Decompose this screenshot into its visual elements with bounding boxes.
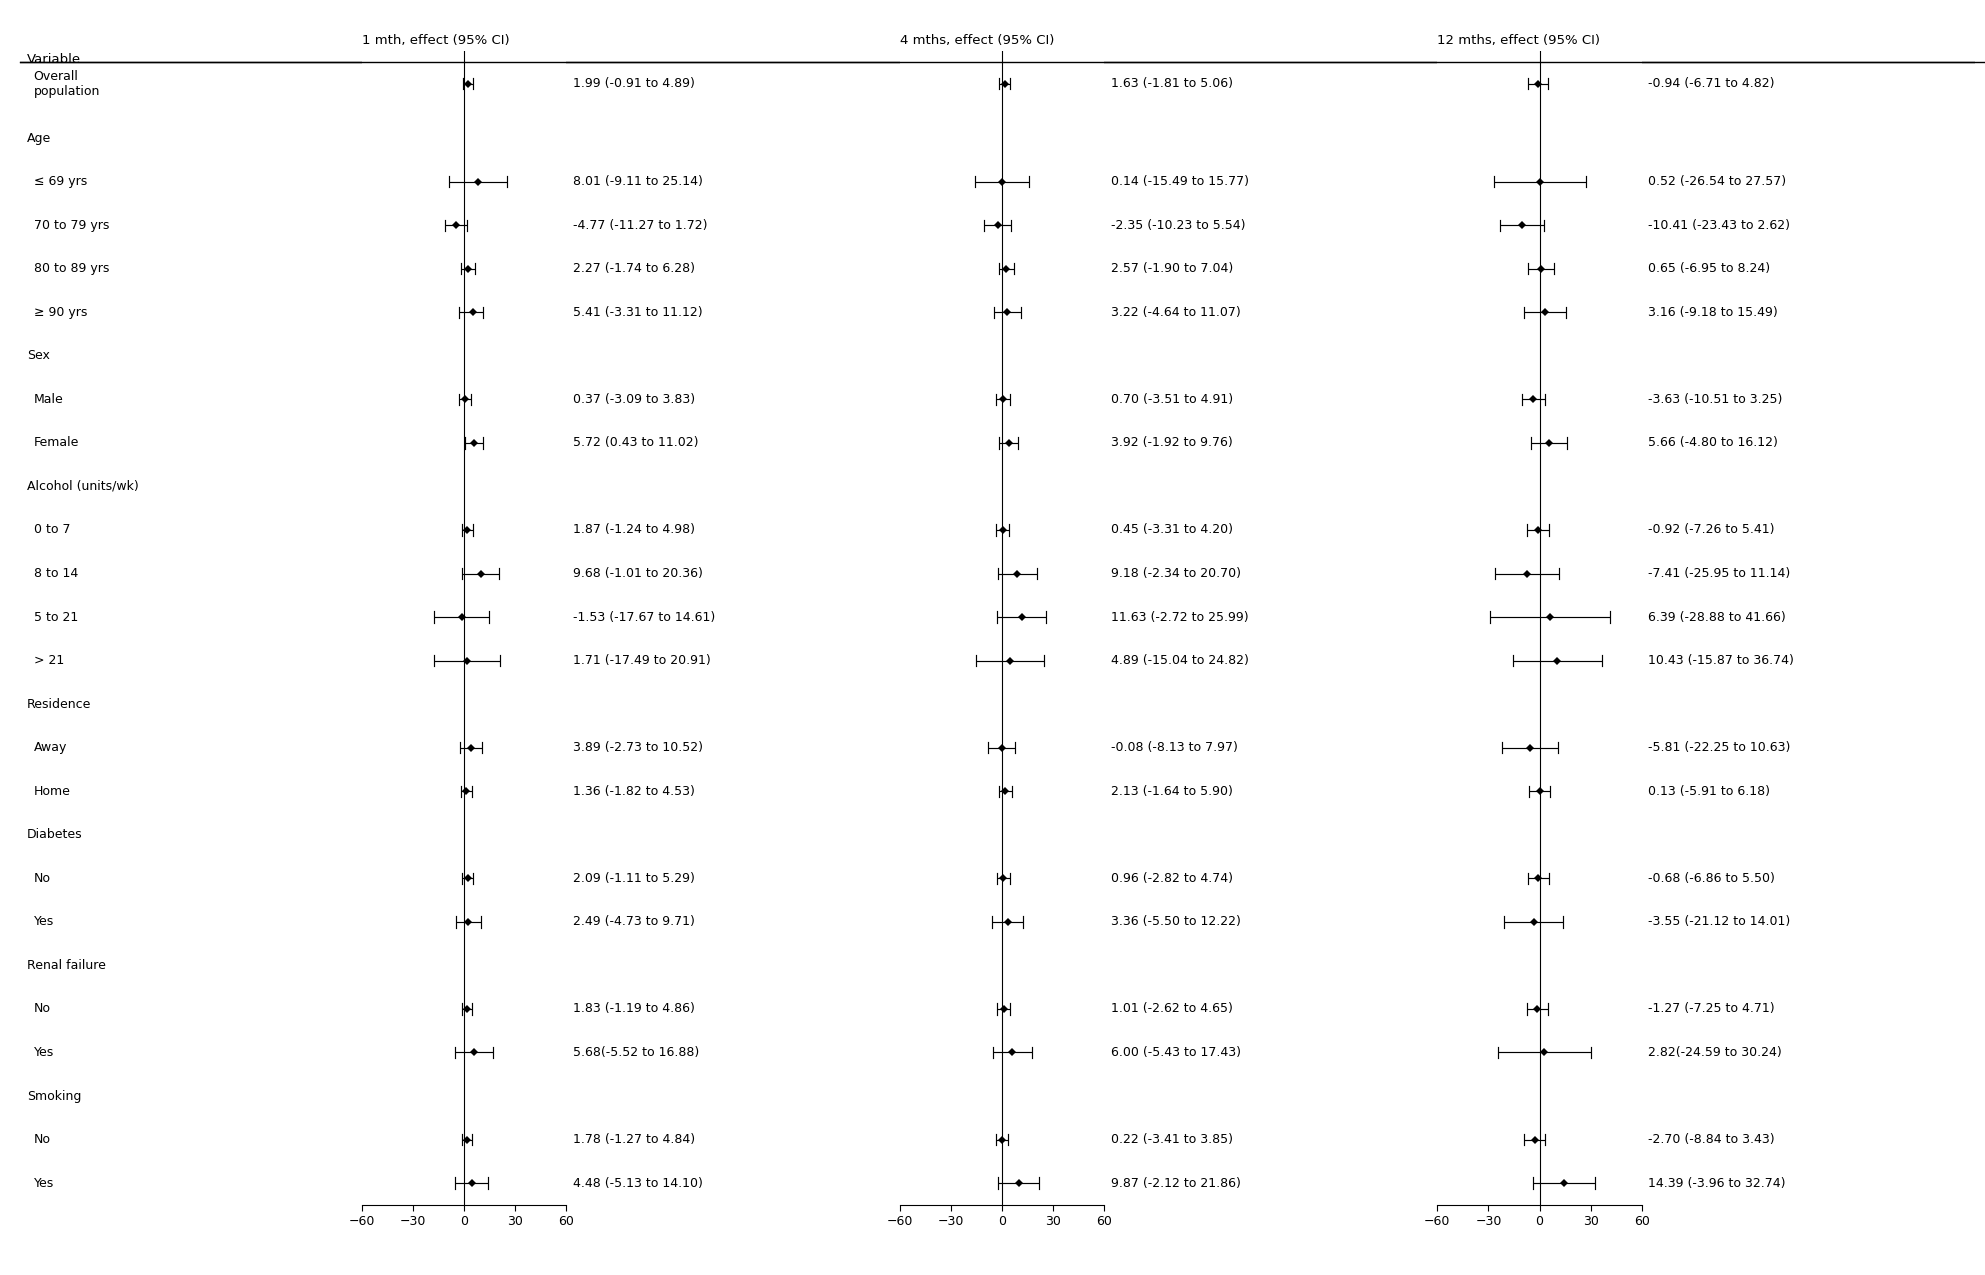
Text: 14.39 (-3.96 to 32.74): 14.39 (-3.96 to 32.74) <box>1648 1177 1786 1190</box>
Text: 9.68 (-1.01 to 20.36): 9.68 (-1.01 to 20.36) <box>574 567 703 580</box>
Text: 2.13 (-1.64 to 5.90): 2.13 (-1.64 to 5.90) <box>1112 784 1233 798</box>
Text: Yes: Yes <box>34 1177 54 1190</box>
Text: 0.52 (-26.54 to 27.57): 0.52 (-26.54 to 27.57) <box>1648 175 1786 189</box>
Text: 3.16 (-9.18 to 15.49): 3.16 (-9.18 to 15.49) <box>1648 306 1779 319</box>
Text: 12 mths, effect (95% CI): 12 mths, effect (95% CI) <box>1437 34 1600 47</box>
Text: -10.41 (-23.43 to 2.62): -10.41 (-23.43 to 2.62) <box>1648 219 1790 232</box>
Text: -3.55 (-21.12 to 14.01): -3.55 (-21.12 to 14.01) <box>1648 915 1790 928</box>
Text: 0.45 (-3.31 to 4.20): 0.45 (-3.31 to 4.20) <box>1112 524 1233 537</box>
Text: 0 to 7: 0 to 7 <box>34 524 69 537</box>
Text: 1.99 (-0.91 to 4.89): 1.99 (-0.91 to 4.89) <box>574 78 695 91</box>
Text: 1.01 (-2.62 to 4.65): 1.01 (-2.62 to 4.65) <box>1112 1002 1233 1015</box>
Text: 1.83 (-1.19 to 4.86): 1.83 (-1.19 to 4.86) <box>574 1002 695 1015</box>
Text: 2.27 (-1.74 to 6.28): 2.27 (-1.74 to 6.28) <box>574 263 695 275</box>
Text: 0.22 (-3.41 to 3.85): 0.22 (-3.41 to 3.85) <box>1112 1133 1233 1146</box>
Text: Yes: Yes <box>34 915 54 928</box>
Text: 1.87 (-1.24 to 4.98): 1.87 (-1.24 to 4.98) <box>574 524 695 537</box>
Text: -1.53 (-17.67 to 14.61): -1.53 (-17.67 to 14.61) <box>574 611 715 623</box>
Text: 70 to 79 yrs: 70 to 79 yrs <box>34 219 109 232</box>
Text: 9.18 (-2.34 to 20.70): 9.18 (-2.34 to 20.70) <box>1112 567 1241 580</box>
Text: -5.81 (-22.25 to 10.63): -5.81 (-22.25 to 10.63) <box>1648 741 1790 755</box>
Text: 11.63 (-2.72 to 25.99): 11.63 (-2.72 to 25.99) <box>1112 611 1249 623</box>
Text: 2.09 (-1.11 to 5.29): 2.09 (-1.11 to 5.29) <box>574 872 695 885</box>
Text: 3.92 (-1.92 to 9.76): 3.92 (-1.92 to 9.76) <box>1112 436 1233 449</box>
Text: -1.27 (-7.25 to 4.71): -1.27 (-7.25 to 4.71) <box>1648 1002 1775 1015</box>
Text: Yes: Yes <box>34 1046 54 1060</box>
Text: 2.57 (-1.90 to 7.04): 2.57 (-1.90 to 7.04) <box>1112 263 1233 275</box>
Text: 5.68(-5.52 to 16.88): 5.68(-5.52 to 16.88) <box>574 1046 699 1060</box>
Text: 4.48 (-5.13 to 14.10): 4.48 (-5.13 to 14.10) <box>574 1177 703 1190</box>
Text: -0.94 (-6.71 to 4.82): -0.94 (-6.71 to 4.82) <box>1648 78 1775 91</box>
Text: 3.36 (-5.50 to 12.22): 3.36 (-5.50 to 12.22) <box>1112 915 1241 928</box>
Text: 0.13 (-5.91 to 6.18): 0.13 (-5.91 to 6.18) <box>1648 784 1771 798</box>
Text: 6.39 (-28.88 to 41.66): 6.39 (-28.88 to 41.66) <box>1648 611 1786 623</box>
Text: Away: Away <box>34 741 67 755</box>
Text: 5.72 (0.43 to 11.02): 5.72 (0.43 to 11.02) <box>574 436 699 449</box>
Text: Male: Male <box>34 393 64 405</box>
Text: Smoking: Smoking <box>26 1090 81 1103</box>
Text: -4.77 (-11.27 to 1.72): -4.77 (-11.27 to 1.72) <box>574 219 707 232</box>
Text: 80 to 89 yrs: 80 to 89 yrs <box>34 263 109 275</box>
Text: 3.22 (-4.64 to 11.07): 3.22 (-4.64 to 11.07) <box>1112 306 1241 319</box>
Text: 4.89 (-15.04 to 24.82): 4.89 (-15.04 to 24.82) <box>1112 654 1249 667</box>
Text: 2.82(-24.59 to 30.24): 2.82(-24.59 to 30.24) <box>1648 1046 1783 1060</box>
Text: 0.65 (-6.95 to 8.24): 0.65 (-6.95 to 8.24) <box>1648 263 1771 275</box>
Text: 5 to 21: 5 to 21 <box>34 611 77 623</box>
Text: 0.37 (-3.09 to 3.83): 0.37 (-3.09 to 3.83) <box>574 393 695 405</box>
Text: -3.63 (-10.51 to 3.25): -3.63 (-10.51 to 3.25) <box>1648 393 1783 405</box>
Text: -2.35 (-10.23 to 5.54): -2.35 (-10.23 to 5.54) <box>1112 219 1245 232</box>
Text: Age: Age <box>26 131 52 144</box>
Text: ≤ 69 yrs: ≤ 69 yrs <box>34 175 87 189</box>
Text: 1.71 (-17.49 to 20.91): 1.71 (-17.49 to 20.91) <box>574 654 711 667</box>
Text: 1.78 (-1.27 to 4.84): 1.78 (-1.27 to 4.84) <box>574 1133 695 1146</box>
Text: 0.14 (-15.49 to 15.77): 0.14 (-15.49 to 15.77) <box>1112 175 1249 189</box>
Text: -7.41 (-25.95 to 11.14): -7.41 (-25.95 to 11.14) <box>1648 567 1790 580</box>
Text: 6.00 (-5.43 to 17.43): 6.00 (-5.43 to 17.43) <box>1112 1046 1241 1060</box>
Text: -0.68 (-6.86 to 5.50): -0.68 (-6.86 to 5.50) <box>1648 872 1775 885</box>
Text: Overall
population: Overall population <box>34 70 99 98</box>
Text: > 21: > 21 <box>34 654 64 667</box>
Text: 1.63 (-1.81 to 5.06): 1.63 (-1.81 to 5.06) <box>1112 78 1233 91</box>
Text: 10.43 (-15.87 to 36.74): 10.43 (-15.87 to 36.74) <box>1648 654 1794 667</box>
Text: Female: Female <box>34 436 79 449</box>
Text: 8 to 14: 8 to 14 <box>34 567 77 580</box>
Text: 9.87 (-2.12 to 21.86): 9.87 (-2.12 to 21.86) <box>1112 1177 1241 1190</box>
Text: Residence: Residence <box>26 697 91 710</box>
Text: -0.08 (-8.13 to 7.97): -0.08 (-8.13 to 7.97) <box>1112 741 1237 755</box>
Text: Home: Home <box>34 784 69 798</box>
Text: 2.49 (-4.73 to 9.71): 2.49 (-4.73 to 9.71) <box>574 915 695 928</box>
Text: No: No <box>34 1002 50 1015</box>
Text: No: No <box>34 872 50 885</box>
Text: Diabetes: Diabetes <box>26 829 81 842</box>
Text: Variable: Variable <box>26 54 81 66</box>
Text: No: No <box>34 1133 50 1146</box>
Text: 1 mth, effect (95% CI): 1 mth, effect (95% CI) <box>361 34 510 47</box>
Text: 5.66 (-4.80 to 16.12): 5.66 (-4.80 to 16.12) <box>1648 436 1779 449</box>
Text: 1.36 (-1.82 to 4.53): 1.36 (-1.82 to 4.53) <box>574 784 695 798</box>
Text: Renal failure: Renal failure <box>26 959 105 972</box>
Text: 4 mths, effect (95% CI): 4 mths, effect (95% CI) <box>899 34 1054 47</box>
Text: ≥ 90 yrs: ≥ 90 yrs <box>34 306 87 319</box>
Text: 3.89 (-2.73 to 10.52): 3.89 (-2.73 to 10.52) <box>574 741 703 755</box>
Text: Sex: Sex <box>26 349 50 362</box>
Text: -2.70 (-8.84 to 3.43): -2.70 (-8.84 to 3.43) <box>1648 1133 1775 1146</box>
Text: 0.96 (-2.82 to 4.74): 0.96 (-2.82 to 4.74) <box>1112 872 1233 885</box>
Text: Alcohol (units/wk): Alcohol (units/wk) <box>26 479 139 493</box>
Text: 5.41 (-3.31 to 11.12): 5.41 (-3.31 to 11.12) <box>574 306 703 319</box>
Text: 8.01 (-9.11 to 25.14): 8.01 (-9.11 to 25.14) <box>574 175 703 189</box>
Text: 0.70 (-3.51 to 4.91): 0.70 (-3.51 to 4.91) <box>1112 393 1233 405</box>
Text: -0.92 (-7.26 to 5.41): -0.92 (-7.26 to 5.41) <box>1648 524 1775 537</box>
